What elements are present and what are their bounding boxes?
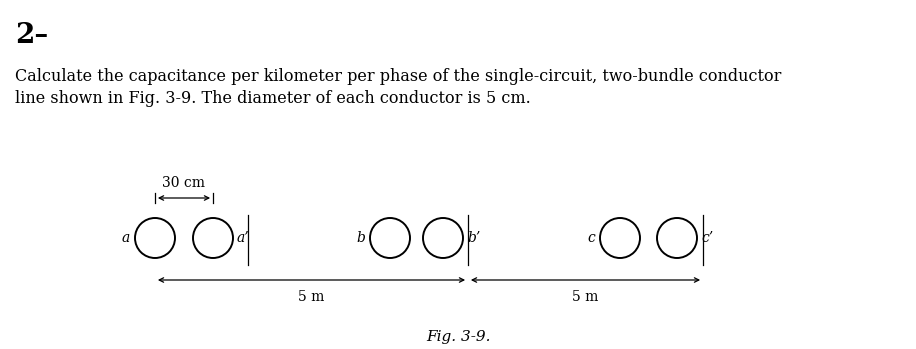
Text: line shown in Fig. 3-9. The diameter of each conductor is 5 cm.: line shown in Fig. 3-9. The diameter of … — [15, 90, 530, 107]
Text: 5 m: 5 m — [572, 290, 599, 304]
Text: a’: a’ — [237, 231, 250, 245]
Text: c’: c’ — [701, 231, 714, 245]
Text: Fig. 3-9.: Fig. 3-9. — [426, 330, 490, 344]
Text: Calculate the capacitance per kilometer per phase of the single-circuit, two-bun: Calculate the capacitance per kilometer … — [15, 68, 781, 85]
Text: 5 m: 5 m — [299, 290, 324, 304]
Text: 30 cm: 30 cm — [162, 176, 205, 190]
Text: 2–: 2– — [15, 22, 49, 49]
Text: a: a — [122, 231, 130, 245]
Text: b: b — [356, 231, 365, 245]
Text: c: c — [587, 231, 595, 245]
Text: b’: b’ — [467, 231, 480, 245]
